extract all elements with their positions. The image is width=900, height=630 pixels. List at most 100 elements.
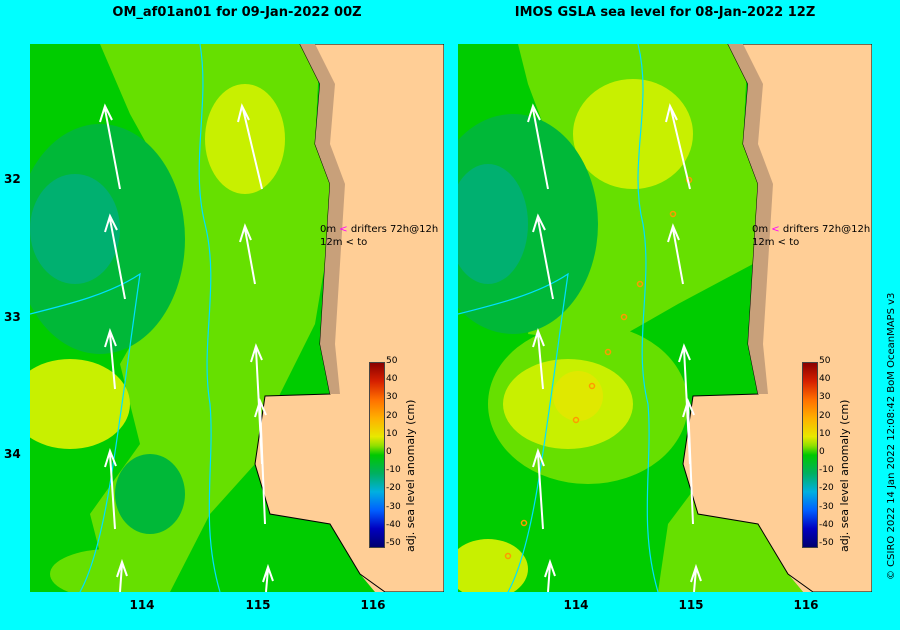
right-map-svg [458,44,872,592]
isobath-200m [637,44,659,592]
drifter-legend-left: 0m < drifters 72h@12h 12m < to [320,223,438,249]
colorbar-tick-label: 30 [386,392,398,403]
arrow [104,213,126,300]
x-tick-label: 115 [245,598,271,612]
legend-text: to [789,237,800,248]
colorbar-tick-label: -40 [819,519,834,530]
drifter-arrows [99,103,274,592]
legend-marker: < [771,224,780,235]
isobath-1000m [30,272,141,592]
colorbar-tick-label: -10 [386,465,401,476]
arrow [667,223,684,285]
credit-text: © CSIRO 2022 14 Jan 2022 12:08:42 BoM Oc… [886,292,897,580]
legend-depth: 0m [752,224,769,235]
drifter-dot [520,519,528,527]
y-tick-label: 33 [4,310,21,324]
arrow [239,223,256,285]
colorbar-tick-label: 50 [819,356,831,366]
legend-depth: 12m [752,237,775,248]
drifter-dot [669,210,677,218]
colorbar-tick-label: 0 [386,447,392,457]
x-tick-label: 114 [563,598,589,612]
arrow [104,448,117,530]
right-panel-title: IMOS GSLA sea level for 08-Jan-2022 12Z [514,5,816,20]
legend-text: drifters 72h@12h [350,224,439,235]
yellow-blob-sw [458,539,528,592]
colorbar-title-right: adj. sea level anomaly (cm) [838,399,851,552]
legend-marker: < [345,237,355,248]
y-tick-label: 34 [4,447,21,461]
legend-marker: < [339,224,348,235]
isobath-200m [198,44,221,592]
shelf-band [728,44,773,394]
yellow-blob-south [50,549,170,592]
arrow [262,563,274,592]
drifter-arrows [527,103,702,592]
drifter-dot [504,552,512,560]
colorbar-tick-label: 20 [819,410,831,421]
arrow [254,398,267,525]
legend-text: drifters 72h@12h [782,224,871,235]
legend-marker: < [777,237,787,248]
colorbar-tick-label: 50 [386,356,398,366]
colorbar-tick-label: -30 [386,501,401,512]
colorbar-tick-label: -10 [819,465,834,476]
colorbar-tick-label: 0 [819,447,825,457]
colorbar-title-left: adj. sea level anomaly (cm) [404,399,417,552]
shelf-band [300,44,345,394]
x-tick-label: 116 [360,598,386,612]
arrow [690,563,702,592]
colorbar-left [369,362,385,548]
colorbar-tick-label: 40 [819,374,831,385]
colorbar-tick-label: 30 [819,392,831,403]
colorbar-tick-label: -20 [386,483,401,494]
colorbar-tick-label: 10 [386,428,398,439]
arrow [544,558,556,592]
arrow [527,103,549,190]
arrow [532,448,545,530]
arrow [99,103,121,190]
drifter-dot [620,313,628,321]
yellow-blob-north [205,84,285,194]
left-map-svg [30,44,444,592]
yellow-blob-west [30,359,130,449]
legend-depth: 12m [320,237,343,248]
colorbar-tick-label: -20 [819,483,834,494]
colorbar-tick-label: 40 [386,374,398,385]
arrow [682,398,695,525]
left-panel-title: OM_af01an01 for 09-Jan-2022 00Z [112,5,362,20]
arrow [532,328,545,390]
arrow [665,103,691,190]
drifter-legend-right: 0m < drifters 72h@12h 12m < to [752,223,870,249]
green-eddy-south [115,454,185,534]
colorbar-tick-label: -50 [386,538,401,548]
drifter-dot [636,280,644,288]
legend-text: to [357,237,368,248]
colorbar-tick-label: -40 [386,519,401,530]
left-map-panel[interactable] [30,44,444,592]
colorbar-tick-label: 10 [819,428,831,439]
yellow-eddy-core [553,371,603,421]
colorbar-tick-label: 20 [386,410,398,421]
isobath-1000m [458,272,569,592]
colorbar-right [802,362,818,548]
drifter-dot [572,416,580,424]
arrow [532,213,554,300]
arrow [116,558,128,592]
colorbar-tick-label: -30 [819,501,834,512]
drifter-dot [588,382,596,390]
teal-eddy-core [30,174,120,284]
legend-depth: 0m [320,224,337,235]
x-tick-label: 116 [793,598,819,612]
colorbar-tick-label: -50 [819,538,834,548]
y-tick-label: 32 [4,172,21,186]
light-green-se-region [658,484,803,592]
arrow [237,103,263,190]
right-map-panel[interactable] [458,44,872,592]
x-tick-label: 115 [678,598,704,612]
arrow [104,328,117,390]
x-tick-label: 114 [129,598,155,612]
drifter-dot [604,348,612,356]
teal-eddy-core [458,164,528,284]
yellow-blob-north [573,79,693,189]
